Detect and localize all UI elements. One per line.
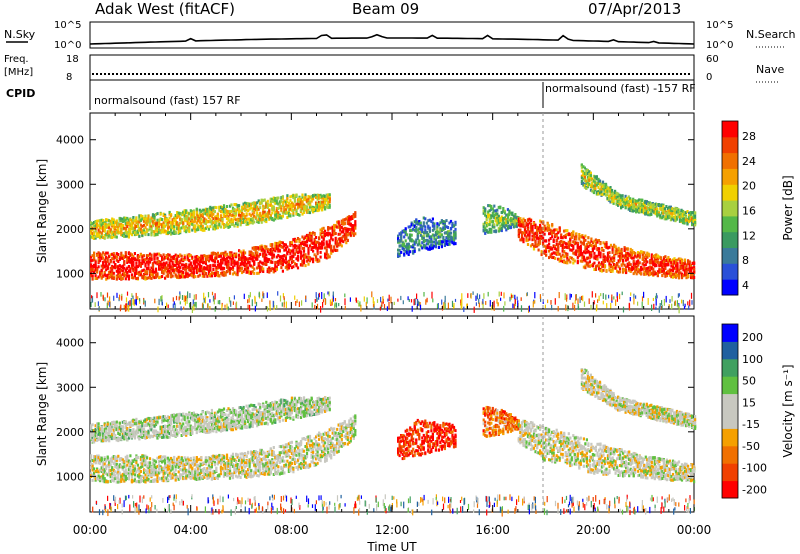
nsearch-tick-bottom: 10^0 xyxy=(706,40,733,51)
power-colorbar-swatch xyxy=(722,200,738,217)
velocity-colorbar-label: Velocity [m s⁻¹] xyxy=(781,364,795,457)
power-frame xyxy=(89,112,695,310)
power-region-lower-band xyxy=(90,211,357,281)
nsky-label: N.Sky xyxy=(4,28,36,41)
velocity-colorbar-tick: 100 xyxy=(742,353,763,366)
power-colorbar-swatch xyxy=(722,231,738,248)
freq-strip xyxy=(89,54,695,81)
beam-title: Beam 09 xyxy=(352,0,419,18)
velocity-colorbar-swatch xyxy=(722,324,738,342)
date-title: 07/Apr/2013 xyxy=(588,0,681,18)
x-tick-label: 16:00 xyxy=(475,523,510,537)
freq-label-2: [MHz] xyxy=(4,67,33,78)
power-ytick-label: 4000 xyxy=(56,134,84,147)
power-colorbar-label: Power [dB] xyxy=(781,175,795,240)
power-colorbar-frame xyxy=(721,120,739,296)
nave-tick-top: 60 xyxy=(706,54,719,65)
time-axis: 00:00 04:00 08:00 12:00 16:00 20:00 00:00 xyxy=(73,523,712,537)
freq-label-1: Freq. xyxy=(4,54,29,65)
power-colorbar-swatch xyxy=(722,215,738,233)
power-colorbar-swatch xyxy=(722,136,738,154)
velocity-region-noon-scatter xyxy=(397,418,457,461)
x-tick-label: 00:00 xyxy=(73,523,108,537)
velocity-colorbar-swatch xyxy=(722,428,738,447)
nsky-strip xyxy=(89,21,695,49)
cpid-segment-2: normalsound (fast) -157 RF xyxy=(545,82,696,95)
x-tick-label: 20:00 xyxy=(576,523,611,537)
velocity-ytick-label: 4000 xyxy=(56,337,84,350)
velocity-colorbar-tick: -200 xyxy=(742,483,767,496)
cpid-segment-1: normalsound (fast) 157 RF xyxy=(94,94,241,107)
power-colorbar-tick: 12 xyxy=(742,229,756,242)
velocity-ytick-label: 1000 xyxy=(56,470,84,483)
x-tick-label: 12:00 xyxy=(375,523,410,537)
x-axis-label: Time UT xyxy=(366,540,417,554)
power-colorbar-tick: 20 xyxy=(742,180,756,193)
velocity-colorbar-swatch xyxy=(722,411,738,429)
power-ytick-label: 2000 xyxy=(56,223,84,236)
x-tick-label: 00:00 xyxy=(677,523,712,537)
nave-tick-bottom: 0 xyxy=(706,72,712,83)
x-tick-label: 08:00 xyxy=(274,523,309,537)
velocity-colorbar-swatch xyxy=(722,393,738,412)
power-colorbar-swatch xyxy=(722,121,738,138)
power-colorbar-swatch xyxy=(722,279,738,296)
velocity-colorbar-tick: -50 xyxy=(742,440,760,453)
velocity-colorbar-swatch xyxy=(722,376,738,395)
power-region-evening-upper xyxy=(580,163,697,227)
velocity-ytick-label: 3000 xyxy=(56,381,84,394)
velocity-colorbar-swatch xyxy=(722,480,738,499)
freq-tick-bottom: 8 xyxy=(66,72,72,83)
freq-tick-top: 18 xyxy=(66,54,79,65)
velocity-colorbar-frame xyxy=(721,323,739,499)
nsearch-tick-top: 10^5 xyxy=(706,20,733,31)
power-ytick-label: 3000 xyxy=(56,178,84,191)
velocity-panel: 1000 2000 3000 4000 Slant Range [km] 200 100 50… xyxy=(35,315,795,517)
velocity-ytick-label: 2000 xyxy=(56,426,84,439)
velocity-ylabel: Slant Range [km] xyxy=(35,362,49,466)
velocity-colorbar-swatch xyxy=(722,358,738,377)
power-colorbar-tick: 4 xyxy=(742,279,749,292)
power-colorbar-tick: 28 xyxy=(742,130,756,143)
nave-label: Nave xyxy=(756,63,784,76)
power-colorbar-tick: 24 xyxy=(742,155,756,168)
station-title: Adak West (fitACF) xyxy=(95,0,235,18)
nsky-tick-bottom: 10^0 xyxy=(54,40,81,51)
nsky-tick-top: 10^5 xyxy=(54,20,81,31)
velocity-region-evening-upper xyxy=(580,368,697,430)
velocity-near-range-speckle xyxy=(92,494,695,517)
power-ylabel: Slant Range [km] xyxy=(35,159,49,263)
velocity-colorbar-tick: -100 xyxy=(742,462,767,475)
power-region-noon-scatter xyxy=(397,216,457,258)
velocity-region-afternoon-blob xyxy=(482,405,520,438)
power-near-range-speckle xyxy=(90,291,693,314)
power-panel: 1000 2000 3000 4000 Slant Range [km] 28 24 20 16… xyxy=(35,112,795,314)
velocity-colorbar-swatch xyxy=(722,463,738,482)
power-ytick-label: 1000 xyxy=(56,267,84,280)
velocity-colorbar-tick: 50 xyxy=(742,375,756,388)
cpid-label: CPID xyxy=(6,87,35,100)
velocity-colorbar-tick: -15 xyxy=(742,418,760,431)
power-colorbar-tick: 16 xyxy=(742,204,756,217)
power-colorbar-tick: 8 xyxy=(742,254,749,267)
power-colorbar-swatch xyxy=(722,263,738,280)
velocity-colorbar-swatch xyxy=(722,341,738,360)
power-colorbar-swatch xyxy=(722,152,738,169)
velocity-colorbar-tick: 15 xyxy=(742,396,756,409)
power-colorbar-swatch xyxy=(722,247,738,264)
velocity-colorbar-swatch xyxy=(722,445,738,464)
power-colorbar-swatch xyxy=(722,184,738,201)
nsearch-label: N.Search xyxy=(746,28,796,41)
velocity-colorbar-tick: 200 xyxy=(742,331,763,344)
nsky-curve xyxy=(89,33,695,45)
velocity-region-evening-band xyxy=(517,419,696,484)
power-colorbar-swatch xyxy=(722,168,738,185)
velocity-region-upper-band xyxy=(90,396,331,444)
velocity-region-lower-band xyxy=(90,414,357,484)
power-region-evening-band xyxy=(517,217,696,280)
x-tick-label: 04:00 xyxy=(173,523,208,537)
